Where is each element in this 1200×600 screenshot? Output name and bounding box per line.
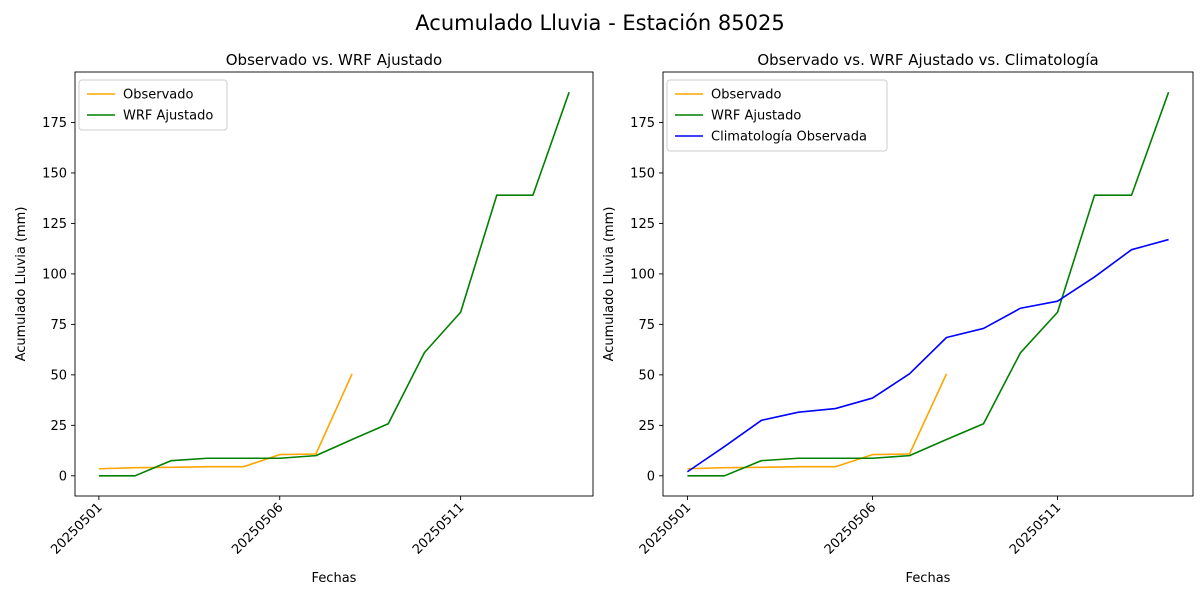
legend-label-wrf-ajustado: WRF Ajustado bbox=[123, 109, 213, 124]
series-line-observado bbox=[98, 373, 353, 470]
y-tick-label: 75 bbox=[638, 318, 655, 333]
y-tick-label: 175 bbox=[630, 116, 655, 131]
legend-box bbox=[666, 79, 888, 152]
y-tick-label: 125 bbox=[630, 217, 655, 232]
y-tick-label: 25 bbox=[50, 419, 67, 434]
y-tick-label: 0 bbox=[647, 469, 655, 484]
y-tick-label: 0 bbox=[59, 469, 67, 484]
y-tick-label: 25 bbox=[638, 419, 655, 434]
y-axis-label: Acumulado Lluvia (mm) bbox=[602, 207, 617, 362]
y-tick-label: 150 bbox=[630, 166, 655, 181]
y-tick-label: 75 bbox=[50, 318, 67, 333]
y-tick-label: 175 bbox=[42, 116, 67, 131]
y-tick-label: 100 bbox=[630, 267, 655, 282]
plot-frame bbox=[662, 71, 1194, 497]
x-axis-label: Fechas bbox=[906, 571, 951, 586]
legend-label-observado: Observado bbox=[123, 88, 194, 103]
legend-label-wrf-ajustado: WRF Ajustado bbox=[711, 109, 801, 124]
series-line-observado bbox=[687, 373, 948, 470]
plot-frame bbox=[74, 71, 594, 497]
panel-title: Observado vs. WRF Ajustado bbox=[226, 51, 442, 69]
legend-box bbox=[78, 79, 228, 131]
figure-title: Acumulado Lluvia - Estación 85025 bbox=[415, 11, 784, 35]
y-tick-label: 150 bbox=[42, 166, 67, 181]
series-line-climatologia-observada bbox=[686, 238, 1169, 473]
legend-label-observado: Observado bbox=[711, 88, 782, 103]
series-line-wrf-ajustado bbox=[687, 91, 1170, 477]
y-tick-label: 100 bbox=[42, 267, 67, 282]
y-axis-label: Acumulado Lluvia (mm) bbox=[14, 207, 29, 362]
y-tick-label: 50 bbox=[638, 368, 655, 383]
series-line-wrf-ajustado bbox=[98, 91, 570, 477]
legend-label-climatologia-observada: Climatología Observada bbox=[711, 130, 867, 145]
y-tick-label: 125 bbox=[42, 217, 67, 232]
y-tick-label: 50 bbox=[50, 368, 67, 383]
panel-title: Observado vs. WRF Ajustado vs. Climatolo… bbox=[757, 51, 1098, 69]
x-axis-label: Fechas bbox=[312, 571, 357, 586]
